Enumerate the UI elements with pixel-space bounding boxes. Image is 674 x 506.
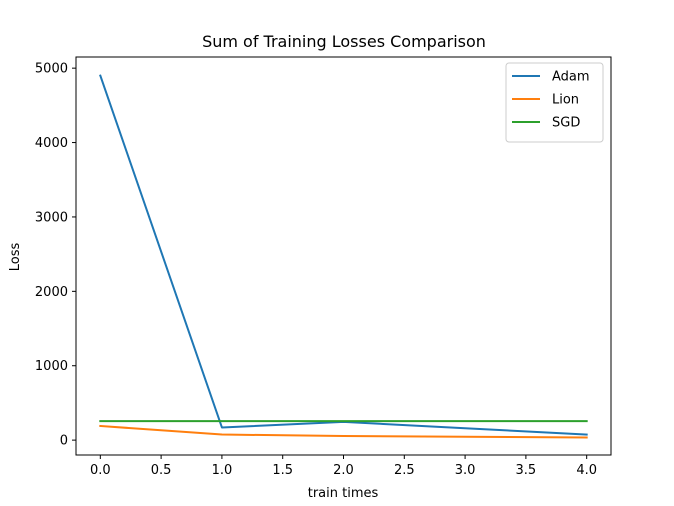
x-tick-label: 1.5 — [272, 463, 293, 478]
x-tick-label: 2.0 — [333, 463, 354, 478]
legend-label-sgd: SGD — [552, 116, 580, 131]
y-axis-label: Loss — [8, 243, 23, 272]
x-tick-label: 4.0 — [576, 463, 597, 478]
legend: Adam Lion SGD — [505, 62, 604, 143]
plot-lines — [99, 74, 588, 439]
x-tick-label: 1.0 — [212, 463, 233, 478]
x-tick-label: 0.0 — [90, 463, 111, 478]
y-tick-label: 4000 — [35, 136, 68, 151]
legend-label-adam: Adam — [552, 70, 590, 85]
x-axis: 0.0 0.5 1.0 1.5 2.0 2.5 3.0 3.5 4.0 — [90, 455, 597, 478]
y-tick-label: 3000 — [35, 210, 68, 225]
x-tick-label: 3.0 — [455, 463, 476, 478]
x-tick-label: 0.5 — [151, 463, 172, 478]
chart-title: Sum of Training Losses Comparison — [202, 32, 486, 51]
x-tick-label: 3.5 — [516, 463, 537, 478]
y-tick-label: 2000 — [35, 285, 68, 300]
y-tick-label: 5000 — [35, 62, 68, 77]
y-tick-label: 1000 — [35, 359, 68, 374]
y-tick-label: 0 — [60, 434, 68, 449]
x-tick-label: 2.5 — [394, 463, 415, 478]
legend-label-lion: Lion — [552, 93, 579, 108]
series-line-lion — [99, 424, 588, 439]
y-axis: 0 1000 2000 3000 4000 5000 — [35, 62, 76, 449]
x-axis-label: train times — [308, 486, 379, 501]
